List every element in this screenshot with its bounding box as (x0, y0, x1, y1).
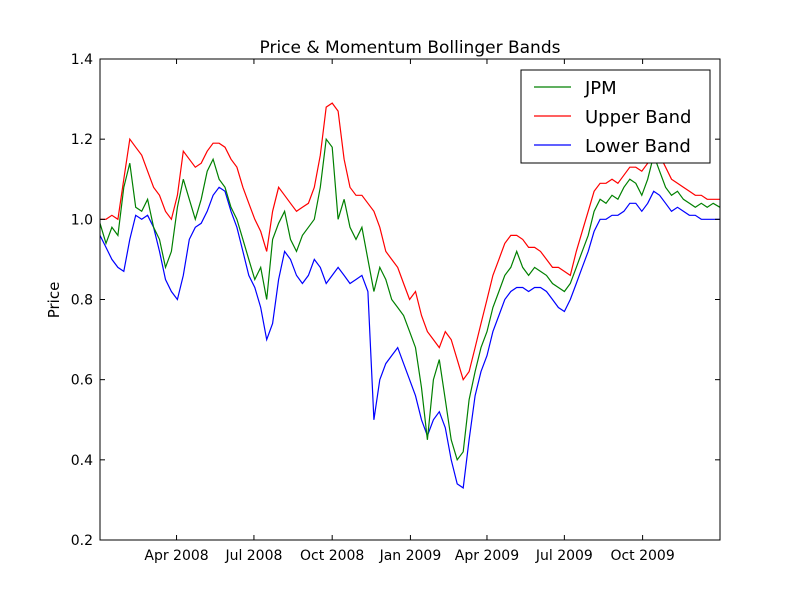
x-tick-label: Apr 2008 (144, 548, 208, 564)
x-tick-label: Apr 2009 (455, 548, 519, 564)
y-tick-label: 1.4 (71, 52, 93, 68)
x-tick-label: Oct 2009 (610, 548, 674, 564)
y-tick-label: 0.2 (71, 533, 93, 549)
y-axis-label: Price (45, 282, 63, 319)
x-tick-label: Jul 2008 (224, 548, 282, 564)
x-tick-label: Jul 2009 (535, 548, 593, 564)
y-tick-label: 1.0 (71, 212, 93, 228)
series-line-jpm (99, 137, 721, 462)
tick-layer: 0.2 0.4 0.6 0.8 1.0 1.2 1.4 Apr 2008 Jul 2008 Oct… (71, 52, 720, 564)
chart-title: Price & Momentum Bollinger Bands (260, 38, 561, 58)
series-line-lower-band (99, 186, 720, 489)
x-tick-label: Jan 2009 (379, 548, 442, 564)
x-tick-label: Oct 2008 (300, 548, 364, 564)
legend-label-lower-band: Lower Band (585, 136, 691, 157)
y-tick-label: 0.4 (71, 453, 93, 469)
y-tick-label: 0.6 (71, 373, 93, 389)
legend-label-jpm: JPM (584, 78, 617, 99)
plot-area-frame (99, 58, 721, 541)
series-layer (99, 102, 721, 489)
legend-label-upper-band: Upper Band (585, 107, 691, 128)
y-tick-label: 1.2 (71, 132, 93, 148)
legend: JPM Upper Band Lower Band (520, 69, 711, 164)
y-tick-label: 0.8 (71, 293, 93, 309)
series-line-upper-band (100, 102, 720, 382)
